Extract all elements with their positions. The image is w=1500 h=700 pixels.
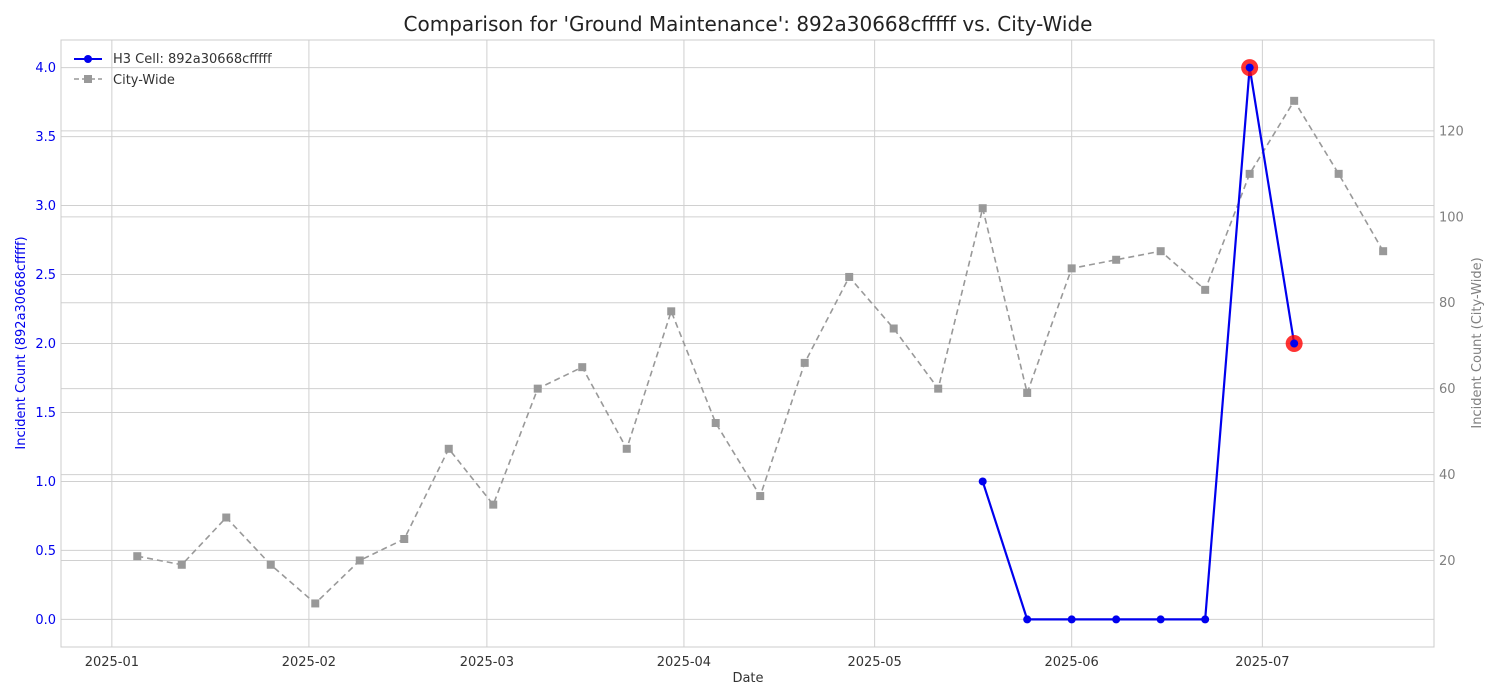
y-left-tick-label: 2.0 (35, 337, 56, 352)
x-tick-label: 2025-07 (1235, 655, 1289, 670)
city-wide-point (400, 535, 409, 544)
y-left-tick-label: 0.5 (35, 544, 56, 559)
city-wide-point (800, 358, 809, 367)
legend-h3-label: H3 Cell: 892a30668cfffff (113, 52, 272, 67)
y-left-tick-label: 0.0 (35, 613, 56, 628)
city-wide-point (1245, 169, 1254, 178)
h3-cell-point (978, 477, 987, 486)
city-wide-point (1379, 247, 1388, 256)
city-wide-point (756, 492, 765, 501)
y-axis-left-ticks: 0.0 0.5 1.0 1.5 2.0 2.5 3.0 3.5 4.0 (35, 61, 56, 628)
x-tick-label: 2025-04 (657, 655, 711, 670)
city-wide-point (934, 384, 943, 393)
city-wide-point (266, 560, 275, 569)
x-axis-label: Date (732, 671, 763, 686)
h3-cell-point (1290, 339, 1299, 348)
x-tick-label: 2025-06 (1045, 655, 1099, 670)
y-right-tick-label: 120 (1439, 124, 1464, 139)
legend-city-marker (84, 75, 92, 83)
city-wide-point (133, 552, 142, 561)
legend-h3-marker (84, 55, 92, 63)
city-wide-point (667, 307, 676, 316)
h3-cell-point (1023, 615, 1032, 624)
city-wide-point (444, 444, 453, 453)
city-wide-point (1112, 255, 1121, 264)
series-layer (133, 59, 1388, 624)
city-wide-point (1023, 388, 1032, 397)
h3-cell-point (1245, 63, 1254, 72)
legend: H3 Cell: 892a30668cfffff City-Wide (74, 52, 272, 88)
city-wide-point (978, 204, 987, 213)
city-wide-point (1067, 264, 1076, 273)
city-wide-point (1156, 247, 1165, 256)
y-left-tick-label: 4.0 (35, 61, 56, 76)
city-wide-point (489, 500, 498, 509)
y-right-tick-label: 40 (1439, 468, 1456, 483)
h3-cell-point (1067, 615, 1076, 624)
h3-cell-point (1112, 615, 1121, 624)
y-axis-left-label: Incident Count (892a30668cfffff) (14, 236, 29, 449)
legend-city-label: City-Wide (113, 73, 175, 88)
x-axis-ticks: 2025-01 2025-02 2025-03 2025-04 2025-05 2025-… (85, 655, 1290, 670)
city-wide-point (622, 444, 631, 453)
y-left-tick-label: 1.0 (35, 475, 56, 490)
y-axis-right-label: Incident Count (City-Wide) (1470, 257, 1485, 428)
series-line-h3-cell (981, 67, 1296, 621)
y-left-tick-label: 3.5 (35, 130, 56, 145)
city-wide-point (533, 384, 542, 393)
city-wide-point (1334, 169, 1343, 178)
y-left-tick-label: 2.5 (35, 268, 56, 283)
y-left-tick-label: 3.0 (35, 199, 56, 214)
city-wide-point (177, 560, 186, 569)
y-right-tick-label: 20 (1439, 554, 1456, 569)
grid (61, 40, 1434, 647)
x-tick-label: 2025-05 (847, 655, 901, 670)
h3-cell-point (1201, 615, 1210, 624)
y-left-tick-label: 1.5 (35, 406, 56, 421)
y-right-tick-label: 60 (1439, 382, 1456, 397)
h3-cell-point (1156, 615, 1165, 624)
city-wide-point (578, 363, 587, 372)
city-wide-point (355, 556, 364, 565)
city-wide-point (889, 324, 898, 333)
y-right-tick-label: 80 (1439, 296, 1456, 311)
y-right-tick-label: 100 (1439, 210, 1464, 225)
city-wide-point (845, 272, 854, 281)
chart-title: Comparison for 'Ground Maintenance': 892… (404, 12, 1093, 36)
city-wide-point (222, 513, 231, 522)
y-axis-right-ticks: 20 40 60 80 100 120 (1439, 124, 1464, 569)
city-wide-point (311, 599, 320, 608)
city-wide-point (1201, 285, 1210, 294)
city-wide-point (711, 419, 720, 428)
x-tick-label: 2025-02 (282, 655, 336, 670)
x-tick-label: 2025-03 (460, 655, 514, 670)
plot-frame (60, 39, 1435, 648)
city-wide-point (1290, 96, 1299, 105)
x-tick-label: 2025-01 (85, 655, 139, 670)
